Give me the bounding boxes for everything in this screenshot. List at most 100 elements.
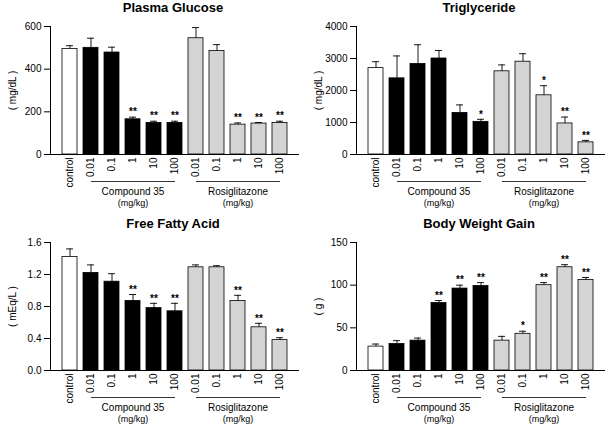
svg-text:100: 100: [274, 157, 285, 174]
svg-text:0.4: 0.4: [28, 333, 42, 344]
svg-text:**: **: [129, 284, 137, 295]
svg-text:600: 600: [25, 21, 42, 32]
svg-text:10: 10: [559, 157, 570, 169]
svg-text:10: 10: [148, 157, 159, 169]
svg-text:100: 100: [274, 373, 285, 390]
svg-text:0: 0: [342, 365, 348, 376]
svg-text:Compound 35: Compound 35: [102, 186, 165, 197]
svg-text:0.01: 0.01: [85, 157, 96, 177]
svg-text:**: **: [477, 272, 485, 283]
svg-text:2000: 2000: [325, 85, 348, 96]
svg-text:**: **: [234, 285, 242, 296]
svg-text:control: control: [370, 374, 381, 404]
svg-text:0.01: 0.01: [496, 373, 507, 393]
svg-text:Compound 35: Compound 35: [102, 402, 165, 413]
svg-text:0.1: 0.1: [106, 373, 117, 387]
svg-text:1: 1: [127, 373, 138, 379]
svg-text:Rosiglitazone: Rosiglitazone: [514, 186, 574, 197]
svg-text:1: 1: [232, 373, 243, 379]
svg-text:control: control: [64, 374, 75, 404]
svg-text:100: 100: [475, 373, 486, 390]
svg-text:0.1: 0.1: [412, 373, 423, 387]
svg-text:**: **: [171, 110, 179, 121]
svg-text:**: **: [171, 293, 179, 304]
svg-text:150: 150: [331, 237, 348, 248]
svg-text:0.01: 0.01: [190, 157, 201, 177]
svg-text:Rosiglitazone: Rosiglitazone: [208, 402, 268, 413]
svg-text:100: 100: [331, 279, 348, 290]
svg-text:( g ): ( g ): [313, 298, 324, 316]
svg-text:(mg/kg): (mg/kg): [529, 198, 560, 208]
svg-text:0.01: 0.01: [190, 373, 201, 393]
svg-text:1: 1: [433, 373, 444, 379]
svg-text:50: 50: [336, 322, 348, 333]
svg-text:10: 10: [148, 373, 159, 385]
svg-text:0.1: 0.1: [412, 157, 423, 171]
svg-text:10: 10: [253, 373, 264, 385]
svg-text:(mg/kg): (mg/kg): [118, 414, 149, 424]
svg-text:100: 100: [580, 373, 591, 390]
svg-text:1.2: 1.2: [28, 269, 42, 280]
svg-text:**: **: [150, 110, 158, 121]
svg-text:0.01: 0.01: [85, 373, 96, 393]
svg-text:1000: 1000: [325, 117, 348, 128]
svg-text:Compound 35: Compound 35: [408, 402, 471, 413]
svg-text:0.1: 0.1: [211, 157, 222, 171]
svg-text:Rosiglitazone: Rosiglitazone: [208, 186, 268, 197]
svg-text:10: 10: [454, 373, 465, 385]
svg-text:*: *: [521, 320, 525, 331]
svg-text:0.01: 0.01: [391, 157, 402, 177]
svg-text:Compound 35: Compound 35: [408, 186, 471, 197]
svg-text:**: **: [255, 313, 263, 324]
svg-text:**: **: [129, 106, 137, 117]
svg-text:1: 1: [232, 157, 243, 163]
svg-text:control: control: [370, 158, 381, 188]
svg-text:10: 10: [253, 157, 264, 169]
svg-text:0.0: 0.0: [28, 365, 42, 376]
svg-text:0.1: 0.1: [517, 373, 528, 387]
svg-text:(mg/kg): (mg/kg): [223, 198, 254, 208]
svg-text:**: **: [582, 267, 590, 278]
svg-text:100: 100: [475, 157, 486, 174]
svg-text:200: 200: [25, 106, 42, 117]
svg-text:0.1: 0.1: [106, 157, 117, 171]
svg-text:0.1: 0.1: [517, 157, 528, 171]
svg-text:( mEq/L ): ( mEq/L ): [7, 286, 18, 327]
svg-text:1: 1: [127, 157, 138, 163]
svg-text:0.01: 0.01: [496, 157, 507, 177]
svg-text:**: **: [276, 110, 284, 121]
svg-text:0: 0: [36, 149, 42, 160]
svg-text:100: 100: [169, 157, 180, 174]
svg-text:control: control: [64, 158, 75, 188]
svg-text:**: **: [582, 130, 590, 141]
svg-text:0.01: 0.01: [391, 373, 402, 393]
svg-text:(mg/kg): (mg/kg): [424, 198, 455, 208]
svg-text:Rosiglitazone: Rosiglitazone: [514, 402, 574, 413]
svg-text:4000: 4000: [325, 21, 348, 32]
svg-text:**: **: [540, 272, 548, 283]
svg-text:0.1: 0.1: [211, 373, 222, 387]
svg-text:100: 100: [169, 373, 180, 390]
svg-text:10: 10: [454, 157, 465, 169]
svg-text:(mg/kg): (mg/kg): [223, 414, 254, 424]
svg-text:**: **: [561, 254, 569, 265]
svg-text:(mg/kg): (mg/kg): [118, 198, 149, 208]
svg-text:1: 1: [433, 157, 444, 163]
svg-text:**: **: [234, 112, 242, 123]
svg-text:1.6: 1.6: [28, 237, 42, 248]
svg-text:(mg/kg): (mg/kg): [529, 414, 560, 424]
svg-text:**: **: [561, 106, 569, 117]
svg-text:**: **: [276, 327, 284, 338]
svg-text:10: 10: [559, 373, 570, 385]
svg-text:**: **: [435, 290, 443, 301]
svg-text:400: 400: [25, 63, 42, 74]
svg-text:**: **: [255, 112, 263, 123]
svg-text:*: *: [479, 109, 483, 120]
svg-text:*: *: [542, 75, 546, 86]
svg-text:**: **: [456, 274, 464, 285]
svg-text:1: 1: [538, 373, 549, 379]
svg-text:( mg/dL ): ( mg/dL ): [7, 71, 18, 111]
svg-text:100: 100: [580, 157, 591, 174]
svg-text:3000: 3000: [325, 53, 348, 64]
svg-text:**: **: [150, 293, 158, 304]
